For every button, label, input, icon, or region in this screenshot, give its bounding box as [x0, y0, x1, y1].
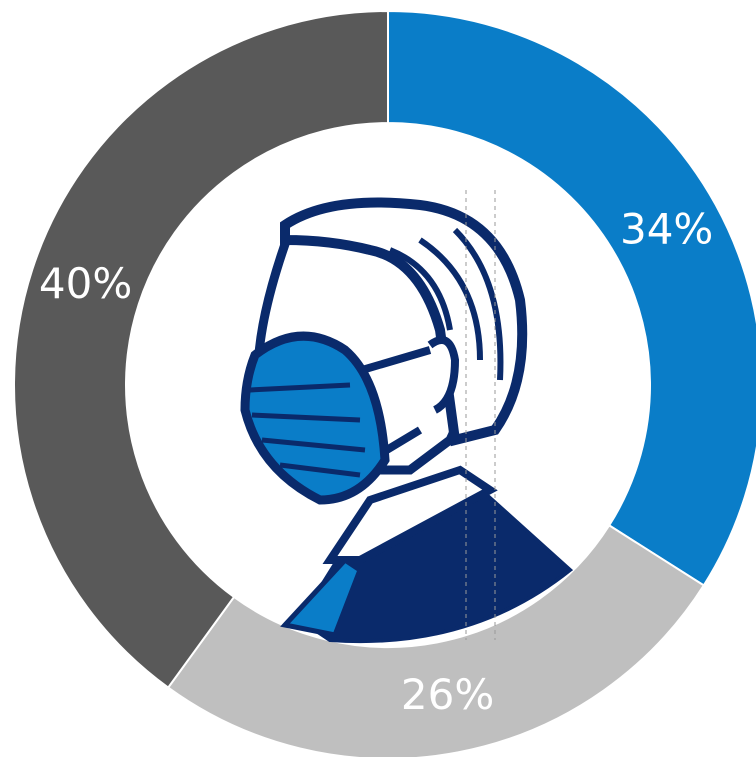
- chart: 34% 26% 40%: [0, 0, 756, 757]
- value-label: 34%: [620, 204, 713, 253]
- mask-man-illustration: [245, 190, 570, 641]
- page: 34%26%40% (() => { const data = JSON.par…: [0, 0, 756, 757]
- value-label: 40%: [39, 259, 132, 308]
- value-label: 26%: [401, 670, 494, 719]
